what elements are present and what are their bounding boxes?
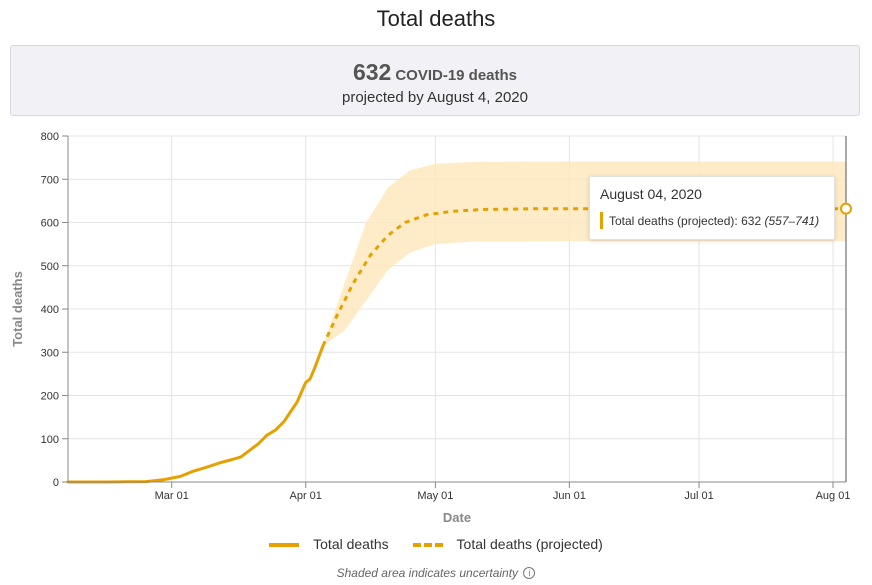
x-tick-label: Jul 01 [684, 490, 713, 502]
legend-dashed-line-icon [412, 543, 443, 548]
x-tick-label: Jun 01 [553, 490, 586, 502]
legend-label-actual: Total deaths [313, 536, 389, 552]
total-deaths-line [66, 344, 325, 484]
y-tick-label: 0 [53, 477, 59, 489]
legend-item-projected[interactable]: Total deaths (projected) [412, 536, 603, 552]
legend-solid-line-icon [269, 543, 300, 548]
chart-legend: Total deaths Total deaths (projected) [0, 536, 872, 552]
summary-headline: 632 COVID-19 deaths [11, 59, 859, 86]
y-axis-title: Total deaths [10, 271, 25, 347]
info-icon[interactable]: i [523, 566, 536, 579]
y-tick-label: 600 [41, 218, 59, 230]
axes: 0 100 200 300 400 500 600 700 800 Mar 01 Apr 01 May… [41, 131, 851, 502]
summary-unit: COVID-19 deaths [395, 67, 518, 84]
projected-deaths-line [321, 207, 846, 347]
x-tick-label: Apr 01 [290, 490, 322, 502]
y-tick-label: 800 [41, 131, 59, 143]
page-title: Total deaths [376, 6, 496, 31]
tooltip-row: Total deaths (projected): 632 (557–741) [600, 211, 820, 229]
y-tick-label: 200 [41, 391, 59, 403]
highlight-point-marker [840, 202, 852, 215]
tooltip-range: (557–741) [764, 214, 820, 228]
summary-value: 632 [352, 59, 392, 85]
y-tick-label: 100 [41, 434, 59, 446]
tooltip-value: 632 [741, 214, 762, 228]
uncertainty-footnote: Shaded area indicates uncertainty i [0, 566, 872, 580]
hover-tooltip: August 04, 2020 Total deaths (projected)… [589, 176, 835, 240]
tooltip-label: Total deaths (projected): [609, 214, 738, 228]
y-tick-label: 700 [41, 174, 59, 186]
tooltip-color-swatch [600, 211, 603, 229]
marker-layer [840, 202, 852, 215]
x-tick-label: Aug 01 [816, 490, 851, 502]
y-tick-label: 300 [41, 347, 59, 359]
series-layer [66, 207, 846, 484]
footnote-text: Shaded area indicates uncertainty [336, 566, 519, 580]
legend-label-projected: Total deaths (projected) [456, 536, 603, 552]
legend-item-actual[interactable]: Total deaths [269, 536, 389, 552]
y-tick-label: 400 [41, 304, 59, 316]
summary-box: 632 COVID-19 deaths projected by August 4… [10, 45, 860, 116]
x-axis-title: Date [443, 510, 471, 525]
x-tick-label: May 01 [417, 490, 453, 502]
summary-subtitle: projected by August 4, 2020 [342, 89, 528, 106]
y-tick-label: 500 [41, 261, 59, 273]
tooltip-date: August 04, 2020 [600, 186, 702, 202]
x-tick-label: Mar 01 [155, 490, 189, 502]
